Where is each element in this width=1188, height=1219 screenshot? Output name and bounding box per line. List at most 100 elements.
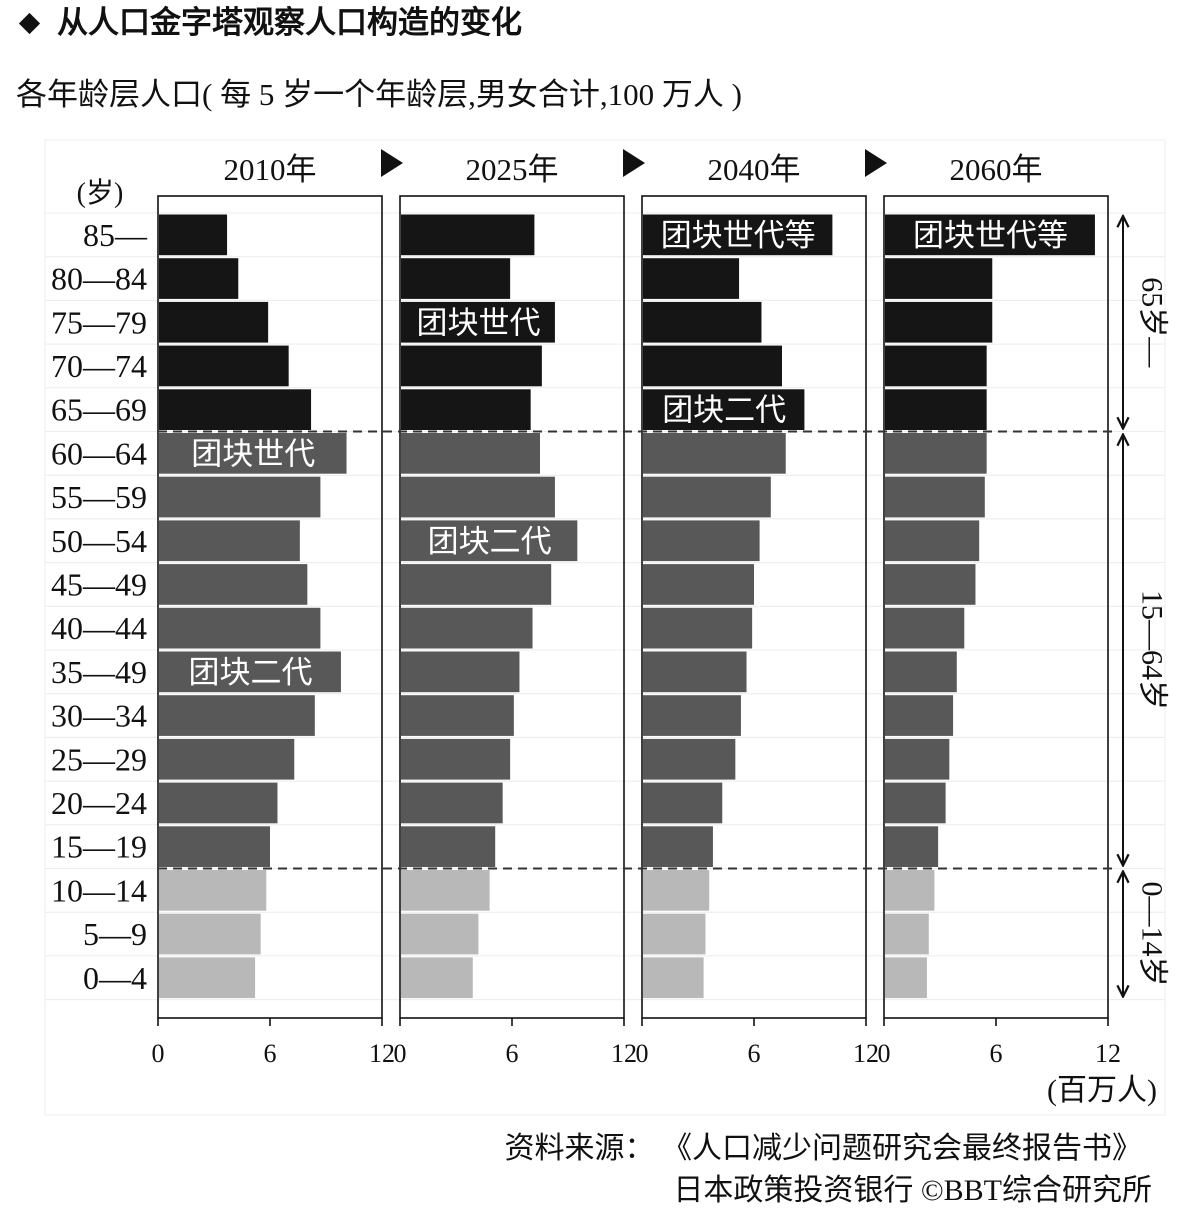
bar [885,389,987,430]
bar [159,258,239,299]
bar [643,695,741,736]
bar [401,826,496,867]
bar-annotation: 团块世代 [416,305,540,340]
bar [401,476,555,518]
x-tick-label: 6 [990,1039,1003,1068]
bar [401,520,578,562]
bar [643,738,736,780]
bar [885,258,993,299]
panel-year-label: 2010年 [224,152,317,187]
bar [643,913,706,955]
bar [401,870,490,911]
age-group-label: 45—49 [51,566,147,602]
y-axis-unit-label: (岁) [77,177,124,209]
age-band-label: 65岁— [1136,277,1169,368]
x-tick-label: 0 [636,1039,649,1068]
bar [159,564,308,605]
bar [885,345,987,387]
bar [159,957,256,999]
age-group-label: 55—59 [51,479,147,515]
x-tick-label: 6 [506,1039,519,1068]
bar [643,564,754,605]
x-tick-label: 12 [853,1039,879,1068]
x-tick-label: 12 [611,1039,637,1068]
age-group-label: 30—34 [51,698,147,734]
age-group-label: 20—24 [51,785,147,821]
bar [885,870,935,911]
bar [885,651,957,693]
age-group-label: 10—14 [51,872,147,908]
x-tick-label: 12 [1095,1039,1121,1068]
background-rule-lines [44,139,1166,1116]
bar [885,214,1095,256]
age-group-label: 80—84 [51,261,147,297]
age-band-label: 0—14岁 [1136,882,1169,987]
age-group-label: 85— [83,217,148,253]
bar-annotation: 团块世代等 [913,218,1068,253]
bar [159,214,228,256]
diamond-bullet-icon [18,12,41,34]
chart-title: 从人口金字塔观察人口构造的变化 [57,5,522,40]
age-group-label: 25—29 [51,741,147,777]
source-citation: 资料来源： 《人口减少问题研究会最终报告书》 [505,1132,1143,1165]
bar [159,345,289,387]
bar [643,214,833,256]
bar-annotation: 团块世代 [191,436,315,471]
age-group-label: 60—64 [51,435,147,471]
arrow-right-icon [865,149,887,177]
age-group-label: 35—49 [51,654,147,690]
bar [159,913,261,955]
bar [643,607,753,649]
panel-year-label: 2040年 [708,152,801,187]
bar [401,607,533,649]
arrow-right-icon [623,149,645,177]
age-group-labels: 85— 80—84 75—79 70—74 65—69 60—64 55—59 50—54 45… [51,217,148,996]
bar [401,345,542,387]
bar-annotation: 团块二代 [428,524,552,559]
bar [159,433,347,474]
age-group-label: 65—69 [51,392,147,428]
age-group-label: 5—9 [83,916,147,952]
bar [643,301,762,343]
x-tick-label: 0 [152,1039,165,1068]
bar [401,301,555,343]
panel-year-label: 2025年 [466,152,559,187]
bar [401,651,520,693]
age-group-label: 75—79 [51,304,147,340]
age-group-label: 15—19 [51,829,147,865]
chart-title-row: 从人口金字塔观察人口构造的变化 [18,4,522,42]
source-publisher: 日本政策投资银行 ©BBT综合研究所 [673,1174,1152,1207]
bar [401,738,511,780]
bar [885,476,985,518]
bar [885,301,993,343]
arrow-right-icon [381,149,403,177]
bar [885,564,976,605]
age-group-label: 0—4 [83,960,147,996]
bar [159,651,341,693]
x-tick-label: 0 [394,1039,407,1068]
bar [159,301,269,343]
x-axis-unit-label: (百万人) [1047,1074,1157,1107]
x-tick-label: 6 [264,1039,277,1068]
bar [159,607,321,649]
background-frame [44,139,1166,1116]
bar-annotation: 团块二代 [188,655,312,690]
bar [159,870,267,911]
bar [643,520,760,562]
bar [885,782,946,824]
bar [159,476,321,518]
x-tick-label: 12 [369,1039,395,1068]
age-band-markers: 65岁— 15—64岁 0—14岁 [158,216,1169,997]
bar [159,826,270,867]
bar [885,957,927,999]
bar [643,389,805,430]
bar [885,695,954,736]
bar [401,389,531,430]
bar [401,214,535,256]
x-tick-label: 0 [878,1039,891,1068]
bar [643,433,786,474]
